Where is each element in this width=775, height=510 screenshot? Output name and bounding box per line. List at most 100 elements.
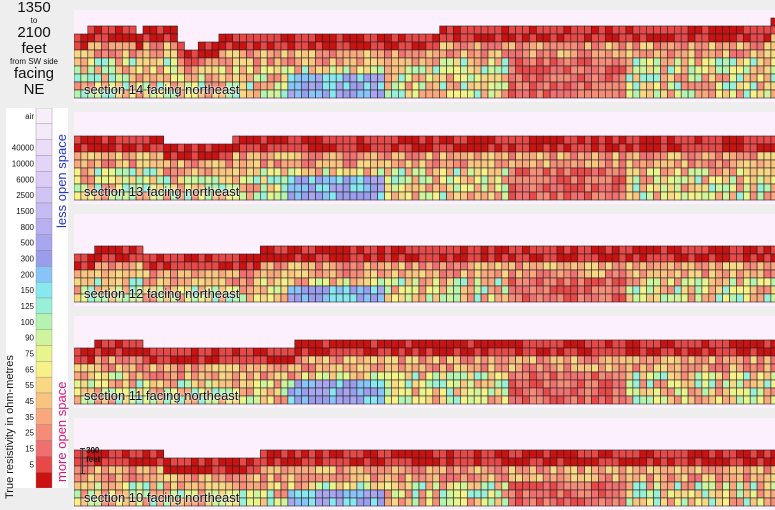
section-panel: section 14 facing northeast: [74, 10, 775, 102]
resistivity-cell: [239, 89, 247, 99]
resistivity-cell: [384, 245, 392, 255]
resistivity-cell: [329, 159, 337, 169]
resistivity-cell: [218, 253, 227, 263]
resistivity-cell: [163, 25, 171, 35]
resistivity-cell: [135, 49, 144, 59]
resistivity-cell: [411, 497, 420, 507]
resistivity-cell: [611, 339, 620, 349]
resistivity-cell: [170, 57, 178, 67]
resistivity-cell: [611, 81, 620, 91]
resistivity-cell: [418, 81, 427, 91]
resistivity-cell: [74, 65, 82, 75]
resistivity-cell: [253, 465, 261, 475]
resistivity-cell: [494, 25, 503, 35]
resistivity-cell: [729, 277, 737, 287]
resistivity-cell: [673, 191, 682, 201]
resistivity-cell: [142, 269, 151, 279]
resistivity-cell: [715, 457, 723, 467]
resistivity-cell: [584, 151, 592, 161]
resistivity-cell: [439, 183, 447, 193]
resistivity-cell: [128, 253, 137, 263]
resistivity-cell: [673, 183, 682, 193]
resistivity-cell: [487, 449, 496, 459]
resistivity-cell: [584, 41, 592, 51]
resistivity-cell: [266, 269, 275, 279]
resistivity-cell: [170, 277, 178, 287]
resistivity-cell: [329, 33, 337, 43]
resistivity-cell: [473, 473, 482, 483]
resistivity-cell: [87, 363, 96, 373]
resistivity-cell: [94, 481, 102, 491]
resistivity-cell: [108, 167, 116, 177]
resistivity-cell: [108, 481, 116, 491]
resistivity-cell: [273, 371, 282, 381]
resistivity-cell: [680, 175, 689, 185]
resistivity-cell: [349, 49, 358, 59]
resistivity-cell: [377, 143, 385, 153]
resistivity-cell: [667, 191, 675, 201]
resistivity-cell: [763, 245, 772, 255]
resistivity-cell: [694, 457, 703, 467]
resistivity-cell: [128, 41, 137, 51]
resistivity-cell: [287, 269, 296, 279]
resistivity-cell: [460, 481, 468, 491]
resistivity-cell: [501, 277, 509, 287]
resistivity-cell: [460, 73, 468, 83]
resistivity-cell: [742, 73, 751, 83]
resistivity-cell: [591, 379, 599, 389]
resistivity-cell: [680, 57, 689, 67]
resistivity-cell: [170, 457, 178, 467]
resistivity-cell: [770, 167, 775, 177]
resistivity-cell: [487, 277, 496, 287]
resistivity-cell: [315, 395, 323, 405]
resistivity-cell: [722, 347, 730, 357]
resistivity-cell: [473, 355, 482, 365]
resistivity-cell: [598, 33, 606, 43]
resistivity-cell: [260, 363, 268, 373]
resistivity-cell: [563, 465, 572, 475]
resistivity-cell: [273, 73, 282, 83]
resistivity-cell: [446, 489, 454, 499]
resistivity-cell: [356, 497, 365, 507]
resistivity-cell: [653, 293, 661, 303]
resistivity-cell: [411, 245, 420, 255]
resistivity-cell: [542, 473, 551, 483]
resistivity-cell: [280, 347, 289, 357]
resistivity-cell: [101, 347, 109, 357]
resistivity-cell: [246, 395, 254, 405]
resistivity-cell: [432, 191, 440, 201]
resistivity-cell: [101, 33, 109, 43]
resistivity-cell: [294, 245, 303, 255]
resistivity-cell: [266, 191, 275, 201]
resistivity-cell: [501, 489, 509, 499]
resistivity-cell: [253, 481, 261, 491]
resistivity-cell: [432, 457, 440, 467]
resistivity-cell: [329, 481, 337, 491]
legend-axis-label: True resistivity in ohm-metres: [4, 355, 16, 499]
resistivity-cell: [694, 41, 703, 51]
resistivity-cell: [763, 457, 772, 467]
resistivity-cell: [687, 379, 696, 389]
resistivity-cell: [487, 143, 496, 153]
resistivity-cell: [736, 261, 744, 271]
resistivity-cell: [515, 497, 523, 507]
resistivity-cell: [646, 339, 654, 349]
resistivity-cell: [101, 371, 109, 381]
resistivity-cell: [694, 371, 703, 381]
resistivity-cell: [556, 457, 565, 467]
legend-tick-label: 40000: [12, 144, 35, 153]
resistivity-cell: [239, 347, 247, 357]
resistivity-cell: [335, 269, 344, 279]
resistivity-cell: [722, 363, 730, 373]
resistivity-cell: [404, 379, 413, 389]
resistivity-cell: [294, 277, 303, 287]
resistivity-cell: [287, 465, 296, 475]
resistivity-cell: [687, 465, 696, 475]
resistivity-cell: [391, 387, 399, 397]
resistivity-cell: [287, 89, 296, 99]
resistivity-cell: [397, 277, 406, 287]
resistivity-cell: [680, 73, 689, 83]
resistivity-cell: [391, 49, 399, 59]
resistivity-cell: [432, 175, 440, 185]
resistivity-cell: [535, 159, 544, 169]
